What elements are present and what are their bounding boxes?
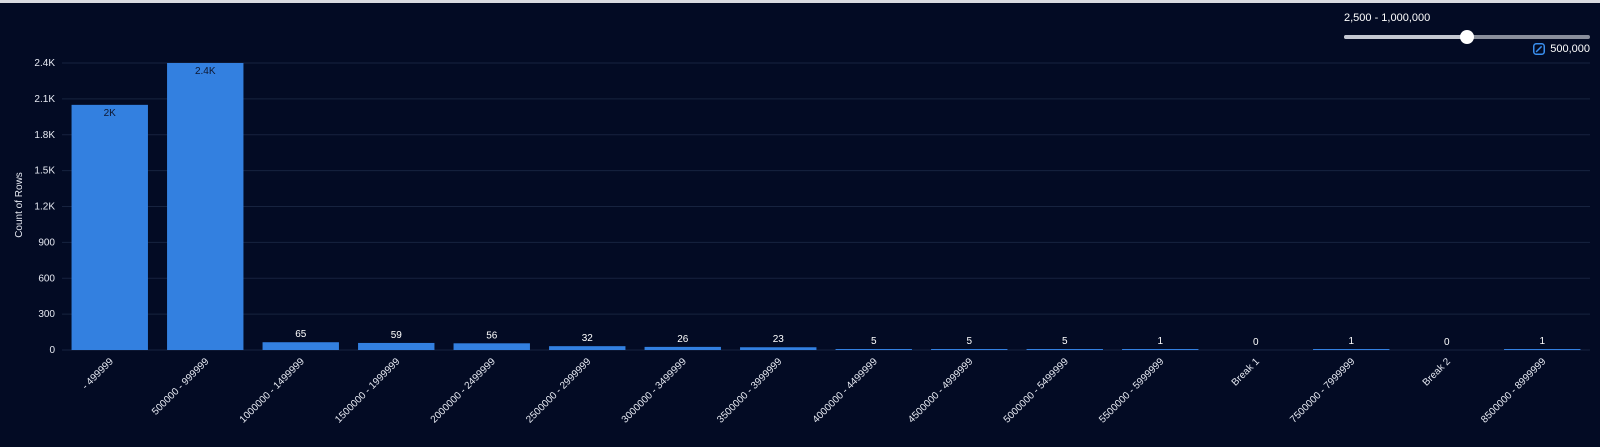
y-axis-label: Count of Rows: [14, 172, 25, 238]
bar: [835, 349, 912, 350]
bar-value-label: 2K: [104, 108, 117, 119]
bar: [549, 346, 626, 350]
y-tick-label: 2.4K: [34, 58, 55, 69]
bar-value-label: 1: [1157, 336, 1163, 347]
bar: [71, 104, 148, 351]
slider-thumb[interactable]: [1459, 30, 1474, 44]
x-tick-label: 1000000 - 1499999: [238, 356, 307, 425]
bar-value-label: 0: [1444, 337, 1450, 348]
bar: [1313, 349, 1390, 350]
bar-value-label: 32: [582, 333, 594, 344]
bar: [1026, 349, 1103, 350]
x-tick-label: Break 2: [1421, 356, 1453, 388]
y-tick-label: 900: [38, 237, 55, 248]
x-tick-label: 500000 - 999999: [150, 356, 212, 418]
bar-value-label: 56: [486, 330, 498, 341]
x-tick-label: 3000000 - 3499999: [620, 356, 689, 425]
bar-value-label: 1: [1348, 336, 1354, 347]
bin-size-slider[interactable]: 2,500 - 1,000,000 500,000: [1344, 10, 1590, 55]
bar: [262, 342, 339, 350]
x-tick-label: 2000000 - 2499999: [429, 356, 498, 425]
x-tick-label: 5500000 - 5999999: [1097, 356, 1166, 425]
x-tick-label: 4500000 - 4999999: [906, 356, 975, 425]
x-tick-label: 2500000 - 2999999: [524, 356, 593, 425]
y-tick-label: 1.8K: [34, 130, 55, 141]
bar: [358, 342, 435, 350]
bar: [931, 349, 1008, 350]
x-tick-label: 1500000 - 1999999: [333, 356, 402, 425]
slider-range-label: 2,500 - 1,000,000: [1344, 12, 1431, 24]
chart-grid: [62, 62, 1590, 351]
y-axis-ticks: 0 300 600 900 1.2K 1.5K 1.8K 2.1K 2.4K: [34, 58, 55, 356]
x-tick-label: 4000000 - 4499999: [811, 356, 880, 425]
y-tick-label: 1.2K: [34, 202, 55, 213]
bar: [740, 347, 817, 350]
x-tick-label: Break 1: [1230, 356, 1262, 388]
bar-value-label: 5: [871, 336, 877, 347]
bar: [1122, 349, 1199, 350]
x-tick-label: 5000000 - 5499999: [1002, 356, 1071, 425]
bar-value-label: 2.4K: [195, 66, 216, 77]
x-tick-label: 3500000 - 3999999: [715, 356, 784, 425]
bar-value-label: 5: [966, 336, 972, 347]
bar-value-label: 23: [773, 334, 785, 345]
bar-value-label: 65: [295, 329, 307, 340]
x-tick-label: - 499999: [80, 356, 116, 392]
bar-value-label: 26: [677, 334, 689, 345]
y-tick-label: 600: [38, 273, 55, 284]
bar: [453, 343, 530, 350]
bar: [1504, 349, 1581, 350]
x-tick-label: 8500000 - 8999999: [1479, 356, 1548, 425]
bar-value-label: 0: [1253, 337, 1259, 348]
top-border: [0, 0, 1600, 3]
bar: [644, 346, 721, 350]
y-tick-label: 2.1K: [34, 94, 55, 105]
y-tick-label: 0: [49, 345, 55, 356]
bar-value-label: 59: [391, 330, 403, 341]
chart-value-labels: 2K 2.4K 65 59 56 32 26 23 5 5 5 1 0 1 0 1: [104, 66, 1546, 348]
bar-value-label: 5: [1062, 336, 1068, 347]
bar: [167, 63, 244, 350]
x-tick-label: 7500000 - 7999999: [1288, 356, 1357, 425]
slider-value[interactable]: 500,000: [1533, 43, 1590, 55]
bar-value-label: 1: [1539, 336, 1545, 347]
slider-fill: [1344, 35, 1467, 39]
y-tick-label: 300: [38, 309, 55, 320]
y-tick-label: 1.5K: [34, 166, 55, 177]
x-axis-ticks: - 499999 500000 - 999999 1000000 - 1499999…: [80, 356, 1549, 425]
edit-pencil-icon[interactable]: [1533, 43, 1546, 55]
chart-bars: [71, 63, 1581, 351]
slider-value-label: 500,000: [1550, 43, 1590, 55]
